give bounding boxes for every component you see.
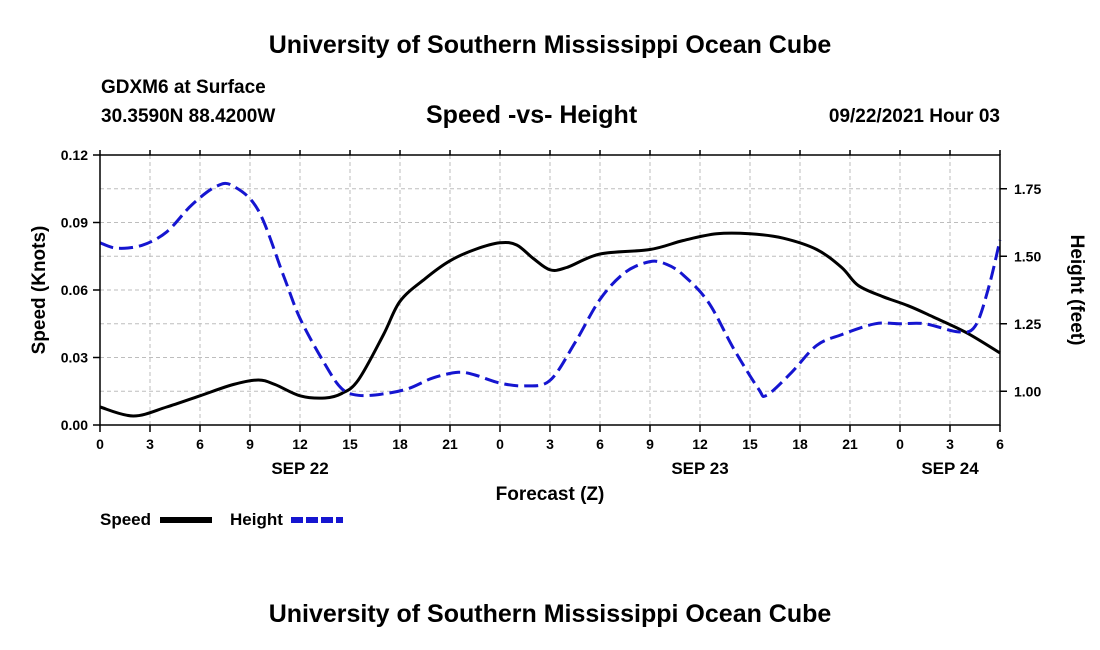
axis-ticks: 0 3 6 9 12 15 18 21 0 3 6 9 12 15 18 21 0 3 6 SEP 22 SEP 23 S…: [61, 147, 1042, 478]
x-tick-label: 0: [496, 436, 504, 452]
x-axis-label: Forecast (Z): [496, 484, 605, 505]
legend-speed-label: Speed: [100, 510, 151, 529]
x-date-label: SEP 24: [921, 459, 979, 478]
x-tick-label: 15: [742, 436, 758, 452]
x-tick-label: 0: [896, 436, 904, 452]
legend: Speed Height: [100, 510, 343, 529]
y-tick-label: 0.12: [61, 147, 88, 163]
x-tick-label: 18: [392, 436, 408, 452]
x-tick-label: 21: [442, 436, 458, 452]
x-tick-label: 3: [546, 436, 554, 452]
forecast-datetime: 09/22/2021 Hour 03: [828, 106, 1000, 127]
y2-tick-label: 1.25: [1014, 316, 1041, 332]
series-line-speed: [99, 231, 1001, 418]
x-tick-label: 18: [792, 436, 808, 452]
x-tick-label: 12: [292, 436, 308, 452]
x-date-label: SEP 22: [271, 459, 328, 478]
y2-tick-label: 1.00: [1014, 383, 1041, 399]
x-tick-label: 6: [996, 436, 1004, 452]
station-label: GDXM6 at Surface: [101, 77, 266, 98]
x-tick-label: 0: [96, 436, 104, 452]
footer-title: University of Southern Mississippi Ocean…: [268, 600, 832, 628]
y-tick-label: 0.06: [61, 282, 88, 298]
y2-axis-label: Height (feet): [1066, 235, 1087, 346]
y-tick-label: 0.03: [61, 350, 88, 366]
coordinates-label: 30.3590N 88.4200W: [101, 106, 276, 127]
x-tick-label: 9: [646, 436, 654, 452]
y2-tick-label: 1.75: [1014, 181, 1041, 197]
y-axis-label: Speed (Knots): [29, 226, 50, 355]
x-tick-label: 21: [842, 436, 858, 452]
x-tick-label: 6: [596, 436, 604, 452]
x-tick-label: 12: [692, 436, 708, 452]
chart-title: University of Southern Mississippi Ocean…: [268, 31, 832, 59]
chart-subtitle: Speed -vs- Height: [426, 101, 638, 129]
x-tick-label: 9: [246, 436, 254, 452]
x-tick-label: 3: [946, 436, 954, 452]
y-tick-label: 0.00: [61, 417, 88, 433]
x-tick-label: 6: [196, 436, 204, 452]
x-tick-label: 3: [146, 436, 154, 452]
y-tick-label: 0.09: [61, 215, 88, 231]
series-line-height: [99, 181, 1002, 398]
y2-tick-label: 1.50: [1014, 248, 1041, 264]
x-date-label: SEP 23: [671, 459, 728, 478]
x-tick-label: 15: [342, 436, 358, 452]
series-layer: [99, 181, 1002, 418]
legend-height-label: Height: [230, 510, 283, 529]
